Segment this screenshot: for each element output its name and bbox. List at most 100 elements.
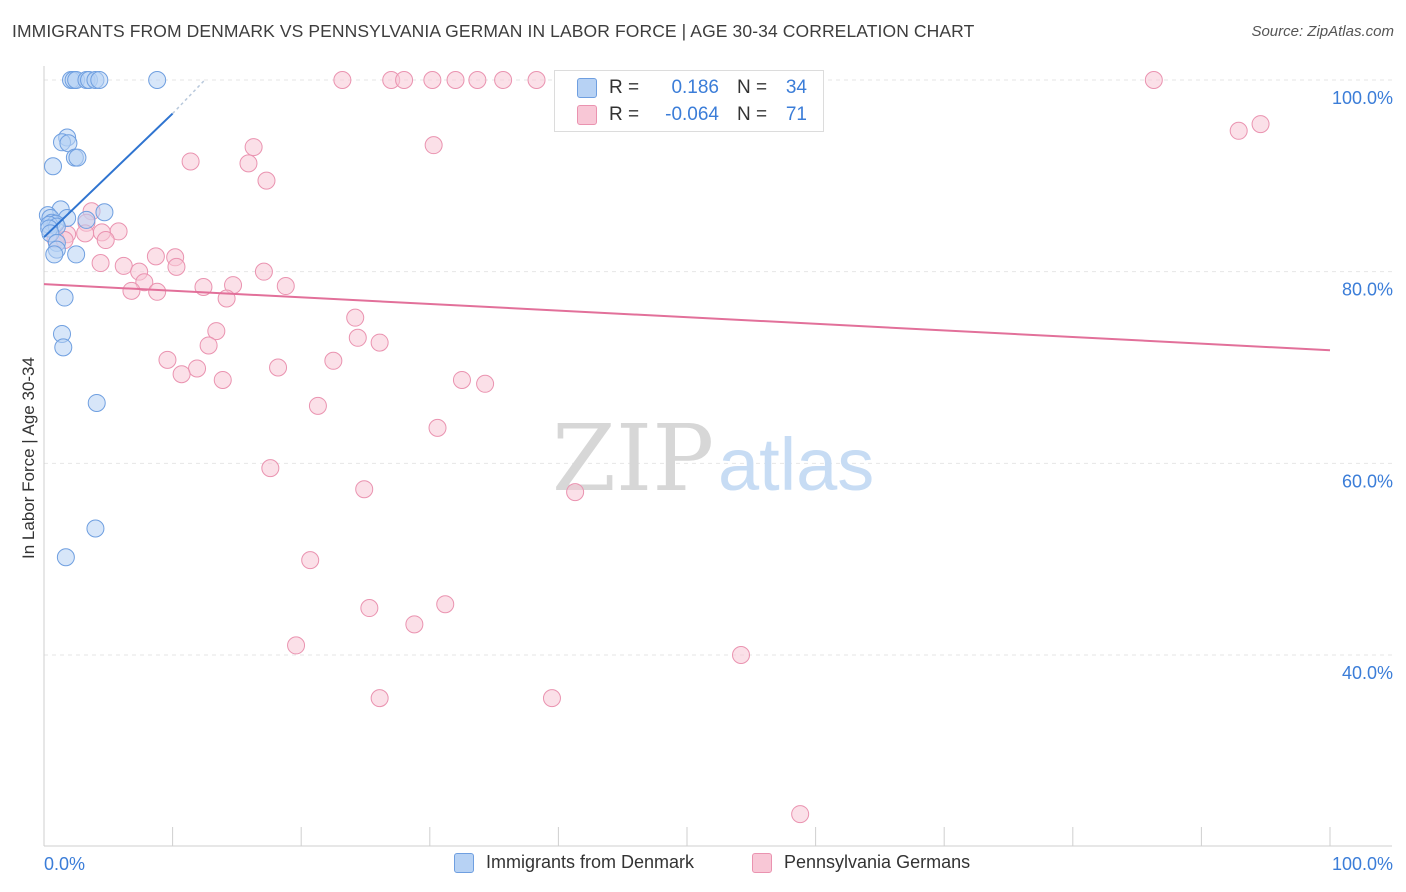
data-point-denmark bbox=[44, 157, 63, 176]
data-point-pennsylvania bbox=[360, 599, 379, 618]
y-tick-label: 40.0% bbox=[1342, 663, 1393, 683]
legend-r-value-pink: -0.064 bbox=[665, 104, 719, 125]
data-point-pennsylvania bbox=[791, 805, 810, 824]
chart-title: IMMIGRANTS FROM DENMARK VS PENNSYLVANIA … bbox=[12, 21, 975, 41]
legend-label-denmark: Immigrants from Denmark bbox=[486, 852, 695, 872]
trend-layer bbox=[43, 79, 1331, 352]
data-point-denmark bbox=[45, 245, 64, 264]
legend-n-label: N = bbox=[737, 104, 768, 125]
data-point-pennsylvania bbox=[172, 365, 191, 384]
data-point-denmark bbox=[90, 71, 109, 89]
data-point-denmark bbox=[67, 245, 86, 264]
data-point-pennsylvania bbox=[424, 136, 443, 155]
legend-n-label: N = bbox=[737, 77, 768, 98]
stats-legend: R = 0.186 N = 34 R = -0.064 N = 71 bbox=[554, 70, 824, 132]
y-axis-label: In Labor Force | Age 30-34 bbox=[19, 357, 38, 559]
data-point-pennsylvania bbox=[436, 595, 455, 614]
legend-r-label: R = bbox=[609, 104, 640, 125]
data-point-pennsylvania bbox=[261, 459, 280, 478]
data-point-pennsylvania bbox=[199, 336, 218, 355]
legend-swatch-pink bbox=[577, 105, 597, 125]
data-point-pennsylvania bbox=[446, 71, 465, 89]
data-point-pennsylvania bbox=[732, 646, 751, 664]
y-tick-label: 100.0% bbox=[1332, 88, 1393, 108]
data-point-pennsylvania bbox=[269, 358, 288, 377]
watermark: ZIP atlas bbox=[552, 405, 874, 512]
x-tick-label-max: 100.0% bbox=[1332, 854, 1393, 874]
data-point-pennsylvania bbox=[213, 370, 232, 389]
label-layer: 100.0% 80.0% 60.0% 40.0% 0.0% 100.0% bbox=[44, 88, 1393, 874]
data-point-pennsylvania bbox=[308, 396, 327, 415]
data-point-pennsylvania bbox=[566, 483, 585, 502]
data-point-denmark bbox=[68, 148, 87, 167]
data-point-pennsylvania bbox=[148, 282, 167, 301]
legend-n-value-pink: 71 bbox=[785, 104, 807, 125]
legend-n-value-blue: 34 bbox=[785, 77, 807, 98]
source-label: Source: ZipAtlas.com bbox=[1251, 23, 1394, 40]
data-point-pennsylvania bbox=[167, 257, 186, 276]
legend-swatch-pink bbox=[752, 852, 772, 873]
legend-r-value-blue: 0.186 bbox=[671, 77, 719, 98]
data-point-pennsylvania bbox=[494, 71, 513, 89]
data-point-pennsylvania bbox=[114, 256, 133, 275]
data-point-pennsylvania bbox=[370, 689, 389, 708]
data-point-pennsylvania bbox=[96, 231, 115, 250]
data-point-pennsylvania bbox=[346, 308, 365, 327]
data-point-pennsylvania bbox=[239, 154, 258, 173]
data-point-pennsylvania bbox=[395, 71, 414, 89]
data-point-pennsylvania bbox=[135, 273, 154, 292]
series-legend: Immigrants from Denmark Pennsylvania Ger… bbox=[0, 852, 1406, 878]
trend-line-denmark-extension bbox=[172, 79, 206, 115]
legend-swatch-blue bbox=[454, 852, 474, 873]
data-point-pennsylvania bbox=[423, 71, 442, 89]
data-point-pennsylvania bbox=[333, 71, 352, 89]
legend-row-pink: R = -0.064 N = 71 bbox=[577, 102, 807, 128]
watermark-atlas: atlas bbox=[718, 423, 874, 506]
data-point-denmark bbox=[77, 210, 96, 229]
data-point-pennsylvania bbox=[468, 71, 487, 89]
data-point-pennsylvania bbox=[276, 277, 295, 296]
data-point-pennsylvania bbox=[146, 247, 165, 266]
data-point-denmark bbox=[55, 288, 74, 307]
data-point-pennsylvania bbox=[355, 480, 374, 499]
data-point-pennsylvania bbox=[257, 171, 276, 190]
x-tick-label-min: 0.0% bbox=[44, 854, 85, 874]
data-point-denmark bbox=[54, 338, 73, 357]
data-point-pennsylvania bbox=[370, 333, 389, 352]
data-point-pennsylvania bbox=[452, 370, 471, 389]
data-point-pennsylvania bbox=[1229, 121, 1248, 140]
data-point-pennsylvania bbox=[428, 418, 447, 437]
data-point-denmark bbox=[95, 203, 114, 222]
data-point-pennsylvania bbox=[348, 328, 367, 347]
axis-layer bbox=[43, 66, 1392, 847]
data-point-denmark bbox=[87, 393, 106, 412]
data-point-pennsylvania bbox=[476, 374, 495, 393]
points-blue-series bbox=[38, 71, 167, 567]
data-point-pennsylvania bbox=[405, 615, 424, 634]
y-tick-label: 60.0% bbox=[1342, 471, 1393, 491]
data-point-denmark bbox=[86, 519, 105, 538]
y-tick-label: 80.0% bbox=[1342, 280, 1393, 300]
data-point-pennsylvania bbox=[1251, 115, 1270, 134]
data-point-pennsylvania bbox=[181, 152, 200, 171]
data-point-pennsylvania bbox=[244, 138, 263, 157]
legend-label-pennsylvania: Pennsylvania Germans bbox=[784, 852, 971, 872]
legend-row-blue: R = 0.186 N = 34 bbox=[577, 75, 807, 101]
data-point-pennsylvania bbox=[301, 551, 320, 570]
legend-item-pennsylvania[interactable]: Pennsylvania Germans bbox=[752, 852, 970, 873]
legend-item-denmark[interactable]: Immigrants from Denmark bbox=[454, 852, 694, 873]
data-point-pennsylvania bbox=[122, 281, 141, 300]
data-point-pennsylvania bbox=[1144, 71, 1163, 89]
data-point-pennsylvania bbox=[158, 350, 177, 369]
data-point-pennsylvania bbox=[207, 322, 226, 341]
trend-line-denmark bbox=[43, 112, 174, 238]
data-point-denmark bbox=[56, 548, 75, 567]
trend-line-pennsylvania bbox=[43, 283, 1331, 352]
points-pink-series bbox=[46, 71, 1270, 824]
data-point-pennsylvania bbox=[287, 636, 306, 655]
data-point-pennsylvania bbox=[527, 71, 546, 89]
legend-r-label: R = bbox=[609, 77, 640, 98]
data-point-pennsylvania bbox=[188, 359, 207, 378]
data-point-pennsylvania bbox=[254, 262, 273, 281]
